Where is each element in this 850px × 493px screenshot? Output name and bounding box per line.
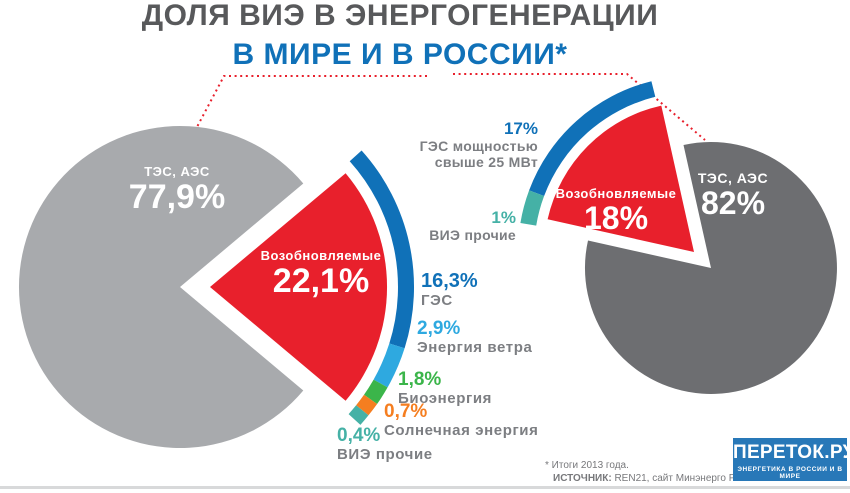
callout-solar-world-value: 0,7% bbox=[384, 401, 428, 422]
world-arc-solar bbox=[356, 394, 378, 416]
callout-wind-world-label: Энергия ветра bbox=[417, 339, 533, 356]
callout-hydro-world: 16,3% ГЭС bbox=[421, 271, 478, 310]
callout-hydro-world-label: ГЭС bbox=[421, 292, 453, 309]
callout-other-world-label: ВИЭ прочие bbox=[337, 446, 433, 463]
logo-tagline: ЭНЕРГЕТИКА В РОССИИ И В МИРЕ bbox=[737, 465, 843, 480]
russia-main-value: 82% bbox=[700, 184, 766, 221]
logo-name: ПЕРЕТОК.РУ bbox=[733, 442, 850, 463]
title-line2: В МИРЕ И В РОССИИ* bbox=[232, 38, 568, 71]
callout-other-russia-label: ВИЭ прочие bbox=[429, 227, 516, 243]
world-renewables-name: Возобновляемые bbox=[260, 248, 382, 263]
callout-other-russia-value: 1% bbox=[491, 208, 516, 227]
world-main-name: ТЭС, АЭС bbox=[144, 164, 210, 179]
callout-bio-world-label: Биоэнергия bbox=[398, 390, 493, 407]
footnote-year: * Итоги 2013 года. bbox=[545, 460, 629, 471]
russia-renewables-wedge bbox=[547, 105, 694, 252]
world-arc-hydro bbox=[349, 150, 415, 349]
russia-arc-other bbox=[520, 190, 545, 226]
world-pie-main-slice bbox=[18, 126, 304, 449]
russia-main-label: ТЭС, АЭС 82% bbox=[659, 170, 807, 220]
russia-pie-main-slice bbox=[584, 141, 837, 394]
russia-renewables-name: Возобновляемые bbox=[555, 186, 677, 201]
callout-wind-world-value: 2,9% bbox=[417, 318, 461, 339]
world-arc-other bbox=[348, 405, 369, 425]
callout-hydro-russia-value: 17% bbox=[503, 119, 538, 138]
world-main-value: 77,9% bbox=[128, 177, 226, 216]
callout-other-world-value: 0,4% bbox=[337, 425, 381, 446]
world-renewables-wedge bbox=[210, 173, 388, 401]
callout-hydro-russia-label-line1: ГЭС мощностью bbox=[419, 138, 538, 154]
footnote-source-label: ИСТОЧНИК: bbox=[553, 472, 612, 484]
russia-main-name: ТЭС, АЭС bbox=[697, 170, 769, 186]
footnote-source: ИСТОЧНИК: REN21, сайт Минэнерго РФ. bbox=[553, 473, 746, 486]
russia-arc-hydro bbox=[529, 81, 656, 196]
callout-solar-world: 0,7% Солнечная энергия bbox=[384, 402, 538, 440]
peretok-logo: ПЕРЕТОК.РУ ЭНЕРГЕТИКА В РОССИИ И В МИРЕ bbox=[733, 438, 850, 481]
footnote: * Итоги 2013 года. ИСТОЧНИК: REN21, сайт… bbox=[545, 460, 746, 485]
callout-hydro-russia: 17% ГЭС мощностью свыше 25 МВт bbox=[378, 120, 538, 170]
callout-hydro-russia-label-line2: свыше 25 МВт bbox=[434, 153, 538, 170]
callout-bio-world-value: 1,8% bbox=[398, 369, 442, 390]
callout-bio-world: 1,8% Биоэнергия bbox=[398, 370, 492, 408]
russia-renewables-label: Возобновляемые 18% bbox=[540, 186, 692, 235]
callout-other-russia: 1% ВИЭ прочие bbox=[356, 209, 516, 244]
callout-other-world: 0,4% ВИЭ прочие bbox=[337, 426, 433, 464]
world-arc-wind bbox=[373, 343, 405, 388]
world-main-label: ТЭС, АЭС 77,9% bbox=[93, 164, 261, 215]
callout-solar-world-label: Солнечная энергия bbox=[384, 422, 539, 439]
bottom-divider bbox=[0, 486, 850, 489]
russia-renewables-value: 18% bbox=[583, 199, 649, 236]
callout-wind-world: 2,9% Энергия ветра bbox=[417, 319, 532, 357]
dotted-connector-right bbox=[453, 73, 706, 141]
world-renewables-label: Возобновляемые 22,1% bbox=[236, 248, 406, 299]
dotted-connector-left bbox=[196, 75, 427, 128]
world-renewables-value: 22,1% bbox=[272, 261, 370, 300]
world-arc-bio bbox=[364, 379, 388, 404]
title-line1: ДОЛЯ ВИЭ В ЭНЕРГОГЕНЕРАЦИИ bbox=[141, 0, 659, 32]
callout-hydro-world-value: 16,3% bbox=[421, 270, 478, 292]
footnote-source-text: REN21, сайт Минэнерго РФ. bbox=[611, 472, 746, 484]
